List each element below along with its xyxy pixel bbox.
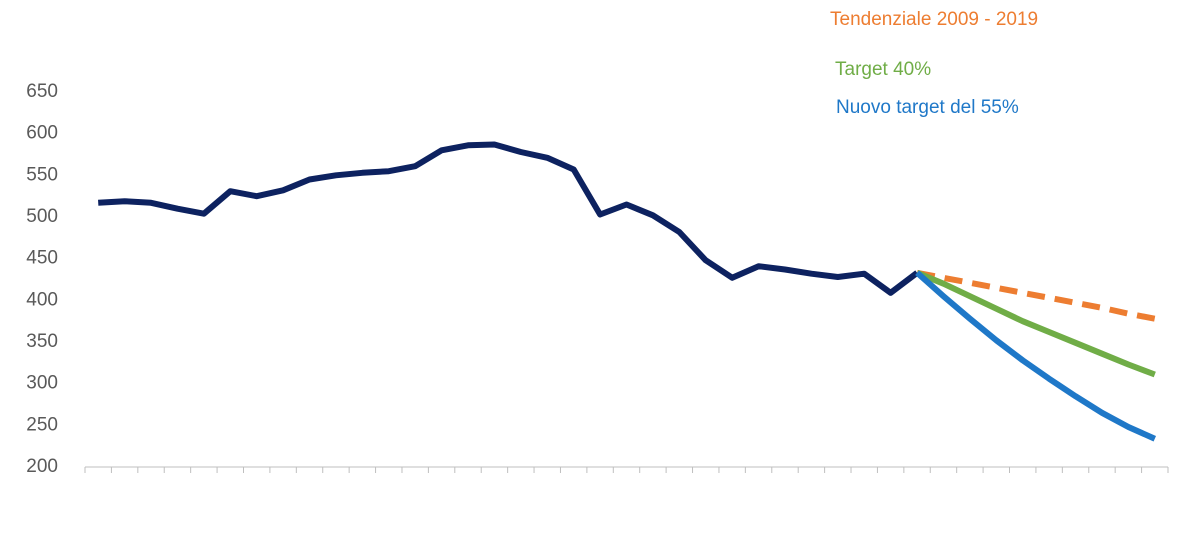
- y-tick-label: 250: [26, 414, 58, 435]
- y-tick-label: 450: [26, 248, 58, 269]
- y-tick-label: 550: [26, 164, 58, 185]
- y-tick-label: 200: [26, 456, 58, 477]
- y-tick-label: 600: [26, 123, 58, 144]
- legend-entry: Tendenziale 2009 - 2019: [830, 9, 1038, 30]
- series-line: [915, 270, 1157, 442]
- series-line: [98, 141, 919, 296]
- legend-entry: Nuovo target del 55%: [836, 97, 1019, 118]
- series-line: [915, 270, 1156, 378]
- y-tick-label: 300: [26, 373, 58, 394]
- y-tick-label: 500: [26, 206, 58, 227]
- y-tick-label: 400: [26, 289, 58, 310]
- series-line: [916, 269, 1156, 322]
- y-tick-label: 350: [26, 331, 58, 352]
- legend-entry: Target 40%: [835, 59, 931, 80]
- y-tick-label: 650: [26, 81, 58, 102]
